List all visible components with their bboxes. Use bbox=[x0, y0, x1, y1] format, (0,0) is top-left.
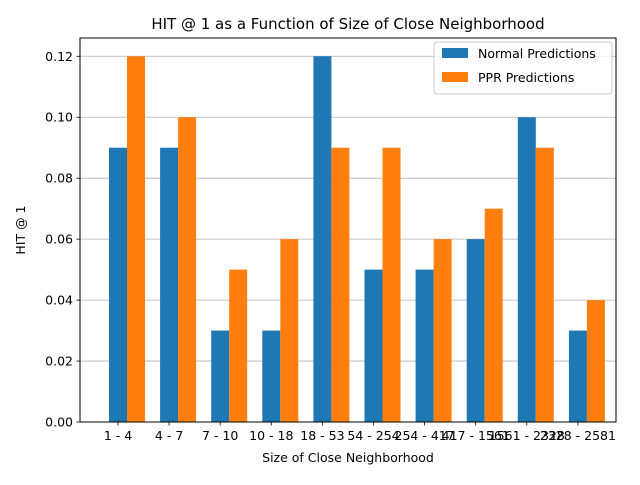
x-axis: 1 - 4 4 - 7 7 - 10 10 - 18 18 - 53 54 - 25425… bbox=[104, 422, 616, 443]
y-tick-label-1: 0.02 bbox=[45, 354, 73, 369]
y-axis-title: HIT @ 1 bbox=[13, 205, 28, 254]
bar-ppr-predictions-8 bbox=[535, 147, 554, 422]
bar-ppr-predictions-6 bbox=[433, 239, 452, 422]
legend-label-normal-predictions: Normal Predictions bbox=[478, 46, 596, 61]
chart-title: HIT @ 1 as a Function of Size of Close N… bbox=[151, 15, 544, 33]
bar-normal-predictions-6 bbox=[415, 269, 434, 422]
bar-ppr-predictions-7 bbox=[484, 208, 503, 422]
bar-normal-predictions-3 bbox=[262, 330, 281, 422]
x-tick-label-4: 18 - 53 bbox=[300, 428, 344, 443]
bar-normal-predictions-0 bbox=[109, 147, 127, 422]
x-tick-label-7: 417 - 1561 bbox=[442, 428, 510, 443]
bar-normal-predictions-4 bbox=[313, 56, 332, 423]
bar-ppr-predictions-0 bbox=[127, 56, 145, 423]
y-tick-label-3: 0.06 bbox=[45, 232, 73, 247]
bar-ppr-predictions-2 bbox=[229, 269, 248, 422]
x-tick-label-9: 2328 - 2581 bbox=[540, 428, 616, 443]
bar-ppr-predictions-3 bbox=[280, 239, 299, 422]
bar-normal-predictions-2 bbox=[211, 330, 230, 422]
x-tick-label-1: 4 - 7 bbox=[155, 428, 183, 443]
x-tick-label-5: 54 - 254 bbox=[347, 428, 399, 443]
legend-swatch-ppr-predictions bbox=[442, 72, 468, 82]
y-tick-label-2: 0.04 bbox=[45, 293, 73, 308]
bar-normal-predictions-5 bbox=[364, 269, 383, 422]
legend-frame bbox=[433, 41, 613, 95]
bar-ppr-predictions-4 bbox=[331, 147, 350, 422]
x-tick-label-6: 254 - 417 bbox=[395, 428, 455, 443]
bar-normal-predictions-8 bbox=[517, 117, 536, 422]
x-tick-label-3: 10 - 18 bbox=[249, 428, 293, 443]
bars bbox=[109, 56, 605, 423]
legend-swatch-normal-predictions bbox=[442, 48, 468, 58]
plot-frame bbox=[79, 37, 617, 423]
bar-ppr-predictions-5 bbox=[382, 147, 401, 422]
x-tick-label-0: 1 - 4 bbox=[104, 428, 132, 443]
x-tick-label-8: 1561 - 2328 bbox=[489, 428, 565, 443]
legend-label-ppr-predictions: PPR Predictions bbox=[478, 70, 574, 85]
bar-ppr-predictions-1 bbox=[178, 117, 197, 422]
y-tick-label-0: 0.00 bbox=[45, 415, 73, 430]
y-tick-label-6: 0.12 bbox=[45, 49, 73, 64]
bar-normal-predictions-7 bbox=[466, 239, 485, 422]
y-tick-label-5: 0.10 bbox=[45, 110, 73, 125]
bar-normal-predictions-9 bbox=[568, 330, 587, 422]
legend: Normal Predictions PPR Predictions bbox=[433, 41, 613, 95]
x-axis-title: Size of Close Neighborhood bbox=[262, 450, 434, 465]
bar-ppr-predictions-9 bbox=[586, 300, 605, 422]
x-tick-label-2: 7 - 10 bbox=[202, 428, 238, 443]
bar-normal-predictions-1 bbox=[160, 147, 179, 422]
y-axis: 0.00 0.02 0.04 0.06 0.08 0.10 0.12 bbox=[45, 49, 80, 430]
y-tick-label-4: 0.08 bbox=[45, 171, 73, 186]
